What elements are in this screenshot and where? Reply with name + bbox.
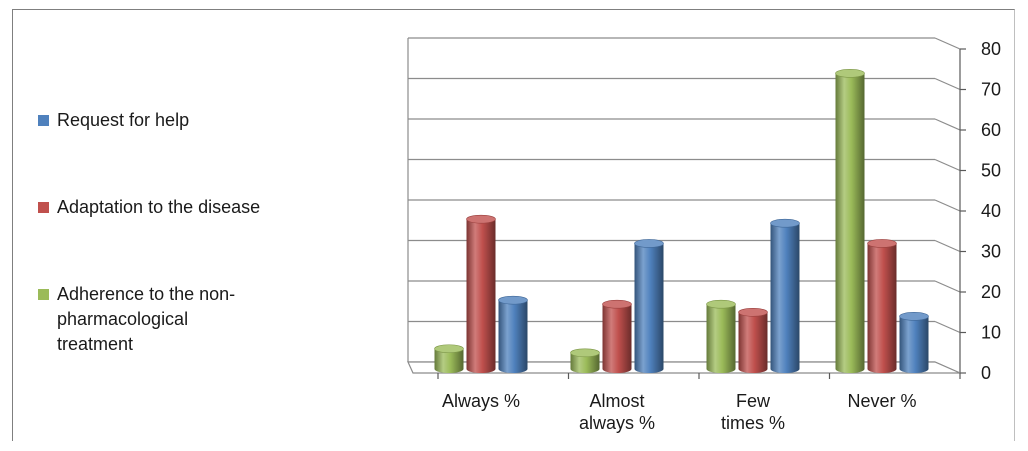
legend-item-adherence: Adherence to the non- pharmacological tr… xyxy=(38,282,357,357)
legend-label-request-for-help: Request for help xyxy=(57,110,190,130)
gridline-depth xyxy=(934,77,961,91)
bar-adherence-to-the-non-pharmacological-treatment xyxy=(706,304,736,373)
bar-adherence-to-the-non-pharmacological-treatment-top xyxy=(835,69,865,78)
y-tick-label: 80 xyxy=(981,39,1001,59)
bar-adherence-to-the-non-pharmacological-treatment-top xyxy=(434,344,464,354)
bar-adherence-to-the-non-pharmacological-treatment xyxy=(434,348,464,373)
bar-adaptation-to-the-disease-top xyxy=(738,307,768,317)
x-category-label: Almost always % xyxy=(579,391,655,433)
x-category-label: Always % xyxy=(442,391,520,411)
bar-adherence-to-the-non-pharmacological-treatment xyxy=(570,352,600,373)
y-tick-label: 20 xyxy=(981,282,1001,302)
gridline-depth xyxy=(934,118,961,131)
bar-request-for-help xyxy=(899,316,929,373)
bar-request-for-help-top xyxy=(498,295,528,305)
chart-frame xyxy=(12,9,1015,441)
bar-adherence-to-the-non-pharmacological-treatment-top xyxy=(706,299,736,309)
bar-request-for-help-top xyxy=(899,312,929,321)
gridline-depth xyxy=(934,158,961,172)
y-tick-label: 10 xyxy=(981,323,1001,343)
x-category-label: Few times % xyxy=(721,391,785,433)
legend-swatch-adherence xyxy=(38,289,49,300)
bar-adaptation-to-the-disease xyxy=(466,219,496,373)
bar-adherence-to-the-non-pharmacological-treatment-top xyxy=(570,348,600,358)
x-category-label: Never % xyxy=(847,391,916,411)
bar-request-for-help xyxy=(634,243,664,373)
gridline-depth xyxy=(934,37,961,50)
y-tick-label: 60 xyxy=(981,120,1001,140)
legend-item-adaptation-to-the-disease: Adaptation to the disease xyxy=(38,195,357,220)
legend-label-adaptation-to-the-disease: Adaptation to the disease xyxy=(57,197,261,217)
bar-adaptation-to-the-disease-top xyxy=(602,299,632,309)
legend-swatch-adaptation-to-the-disease xyxy=(38,202,49,213)
bar-adaptation-to-the-disease xyxy=(867,243,897,373)
gridline-depth xyxy=(934,239,961,253)
y-tick-label: 30 xyxy=(981,242,1001,262)
y-tick-label: 40 xyxy=(981,201,1001,221)
bar-request-for-help xyxy=(770,223,800,373)
gridline-depth xyxy=(934,199,961,212)
bar-request-for-help-top xyxy=(770,218,800,228)
bar-adaptation-to-the-disease-top xyxy=(867,239,897,248)
legend-label-adherence: Adherence to the non- pharmacological tr… xyxy=(57,284,236,354)
y-tick-label: 70 xyxy=(981,80,1001,100)
gridline-depth xyxy=(934,320,961,334)
bar-adaptation-to-the-disease xyxy=(738,312,768,373)
legend-item-request-for-help: Request for help xyxy=(38,108,357,133)
legend-swatch-request-for-help xyxy=(38,115,49,126)
bar-adaptation-to-the-disease xyxy=(602,304,632,373)
bar-adherence-to-the-non-pharmacological-treatment xyxy=(835,73,865,373)
bar-request-for-help-top xyxy=(634,239,664,248)
y-tick-label: 0 xyxy=(981,363,991,383)
bar-request-for-help xyxy=(498,300,528,373)
y-tick-label: 50 xyxy=(981,161,1001,181)
gridline-depth xyxy=(934,280,961,293)
bar-adaptation-to-the-disease-top xyxy=(466,214,496,224)
chart-legend: Request for help Adaptation to the disea… xyxy=(38,0,378,451)
